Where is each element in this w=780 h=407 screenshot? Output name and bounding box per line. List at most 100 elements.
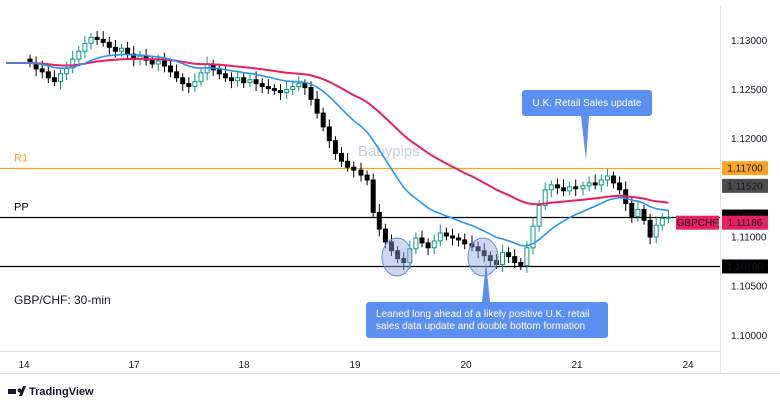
candle[interactable] bbox=[192, 73, 198, 92]
candle[interactable] bbox=[161, 52, 167, 73]
candle[interactable] bbox=[506, 247, 512, 264]
candle-body bbox=[358, 169, 364, 176]
candle[interactable] bbox=[320, 107, 326, 132]
candle-body bbox=[573, 186, 579, 190]
candle[interactable] bbox=[487, 251, 493, 266]
candle[interactable] bbox=[229, 72, 234, 89]
candle[interactable] bbox=[241, 73, 247, 89]
candle[interactable] bbox=[94, 31, 100, 45]
candle[interactable] bbox=[580, 181, 586, 196]
candle[interactable] bbox=[530, 217, 536, 255]
candle[interactable] bbox=[598, 174, 604, 193]
candle-body bbox=[364, 174, 370, 181]
candle[interactable] bbox=[554, 178, 560, 195]
candle[interactable] bbox=[592, 174, 598, 190]
candle[interactable] bbox=[647, 213, 653, 245]
candle[interactable] bbox=[259, 78, 265, 93]
candle[interactable] bbox=[332, 136, 338, 160]
candle[interactable] bbox=[413, 232, 419, 255]
candle[interactable] bbox=[431, 234, 437, 255]
candle[interactable] bbox=[82, 35, 88, 59]
candle[interactable] bbox=[247, 73, 253, 88]
candle[interactable] bbox=[265, 79, 271, 94]
candle[interactable] bbox=[659, 212, 665, 231]
candle[interactable] bbox=[641, 205, 647, 225]
candle[interactable] bbox=[376, 204, 382, 237]
candle[interactable] bbox=[314, 91, 320, 119]
candle[interactable] bbox=[401, 252, 407, 270]
candle[interactable] bbox=[456, 233, 462, 247]
candle[interactable] bbox=[419, 230, 425, 248]
candle[interactable] bbox=[567, 181, 573, 196]
candle[interactable] bbox=[635, 202, 641, 222]
time-axis[interactable]: 14 17 18 19 20 21 24 bbox=[18, 360, 694, 371]
candle[interactable] bbox=[653, 216, 659, 244]
candle[interactable] bbox=[290, 81, 296, 95]
candle[interactable] bbox=[512, 249, 518, 268]
candle-body bbox=[351, 166, 357, 171]
candle-body bbox=[629, 203, 635, 217]
candle[interactable] bbox=[450, 228, 455, 246]
candle[interactable] bbox=[364, 170, 370, 186]
candle[interactable] bbox=[536, 200, 542, 232]
candle[interactable] bbox=[561, 179, 566, 197]
candle[interactable] bbox=[222, 65, 228, 83]
candle[interactable] bbox=[358, 162, 364, 182]
candle[interactable] bbox=[296, 76, 302, 92]
candle[interactable] bbox=[586, 176, 592, 192]
candle[interactable] bbox=[524, 241, 530, 273]
candle[interactable] bbox=[235, 70, 241, 88]
candle[interactable] bbox=[542, 182, 548, 210]
candle[interactable] bbox=[425, 238, 431, 256]
double-bottom-markers bbox=[381, 237, 499, 277]
candle[interactable] bbox=[284, 81, 290, 99]
candle-body bbox=[180, 77, 186, 85]
callout-text-line: Leaned long ahead of a likely positive U… bbox=[376, 309, 589, 320]
candle[interactable] bbox=[186, 77, 192, 93]
candle[interactable] bbox=[351, 161, 357, 178]
candle[interactable] bbox=[271, 84, 277, 95]
candle[interactable] bbox=[611, 171, 616, 189]
candle[interactable] bbox=[88, 33, 94, 50]
candle[interactable] bbox=[665, 209, 671, 223]
candle[interactable] bbox=[389, 234, 394, 257]
candle[interactable] bbox=[500, 244, 505, 272]
candle[interactable] bbox=[326, 119, 332, 149]
candlesticks[interactable] bbox=[27, 31, 671, 273]
candle[interactable] bbox=[339, 147, 344, 167]
candle[interactable] bbox=[308, 81, 314, 106]
candle[interactable] bbox=[180, 73, 186, 92]
candle-body bbox=[506, 252, 512, 258]
candle[interactable] bbox=[629, 198, 635, 223]
candle[interactable] bbox=[174, 64, 180, 83]
candle[interactable] bbox=[76, 45, 82, 64]
candle-body bbox=[247, 79, 253, 84]
candle-body bbox=[500, 252, 505, 265]
candle[interactable] bbox=[518, 258, 524, 270]
candle-body bbox=[259, 83, 265, 88]
candle[interactable] bbox=[51, 70, 57, 87]
candle[interactable] bbox=[45, 66, 51, 84]
candle[interactable] bbox=[462, 233, 468, 250]
candle[interactable] bbox=[216, 63, 222, 80]
candle[interactable] bbox=[395, 246, 401, 264]
candle[interactable] bbox=[548, 180, 554, 198]
candle[interactable] bbox=[345, 152, 351, 172]
candle[interactable] bbox=[617, 176, 623, 195]
candle[interactable] bbox=[443, 227, 449, 241]
candle[interactable] bbox=[604, 168, 610, 187]
candle[interactable] bbox=[370, 173, 376, 217]
candle[interactable] bbox=[58, 69, 63, 90]
x-tick-label: 18 bbox=[238, 360, 250, 371]
candle[interactable] bbox=[106, 36, 112, 55]
candle[interactable] bbox=[481, 243, 487, 263]
candle[interactable] bbox=[475, 241, 481, 259]
candle[interactable] bbox=[437, 224, 443, 247]
candle[interactable] bbox=[278, 84, 283, 100]
candle[interactable] bbox=[198, 67, 204, 87]
candle[interactable] bbox=[573, 179, 579, 197]
pair-label: GBP/CHF: 30-min bbox=[14, 293, 111, 307]
candle[interactable] bbox=[100, 31, 106, 47]
candle[interactable] bbox=[168, 60, 173, 78]
